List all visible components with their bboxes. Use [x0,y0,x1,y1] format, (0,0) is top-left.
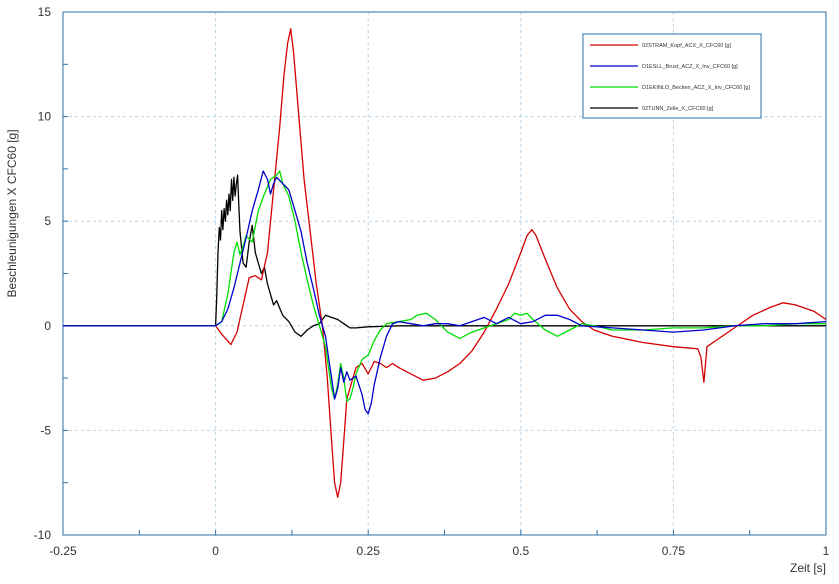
legend-label: D1EKINLO_Becken_ACZ_X_Inv_CFC60 [g] [642,85,750,91]
legend-label: 02STRAM_Kopf_ACX_X_CFC60 [g] [642,43,731,49]
series-line [63,28,826,498]
legend: 02STRAM_Kopf_ACX_X_CFC60 [g] D1ESLL_Brust… [582,33,762,119]
y-tick-label: 5 [44,214,51,228]
y-tick-label: -10 [34,528,52,542]
y-tick-label: 10 [38,110,52,124]
x-tick-label: 0.25 [357,544,381,558]
x-tick-label: 0.5 [512,544,529,558]
series-line [63,174,826,337]
series-lines [63,28,826,498]
y-tick-label: 15 [38,5,52,19]
minor-ticks [62,11,827,536]
x-tick-labels: -0.25 0 0.25 0.5 0.75 1 [49,544,829,558]
x-tick-label: 0.75 [662,544,686,558]
legend-label: D1ESLL_Brust_ACZ_X_Inv_CFC60 [g] [642,64,738,70]
series-line [63,170,826,415]
y-axis-title: Beschleunigungen X CFC60 [g] [5,129,19,297]
x-tick-label: 0 [212,544,219,558]
legend-box [582,33,762,119]
legend-label: 02TUNN_Zelle_X_CFC60 [g] [642,106,714,112]
y-tick-label: -5 [40,423,51,437]
y-tick-label: 0 [44,319,51,333]
x-tick-label: 1 [823,544,830,558]
y-tick-labels: -10 -5 0 5 10 15 [34,5,52,542]
x-tick-label: -0.25 [49,544,77,558]
series-line [63,170,826,402]
x-axis-title: Zeit [s] [790,561,826,575]
